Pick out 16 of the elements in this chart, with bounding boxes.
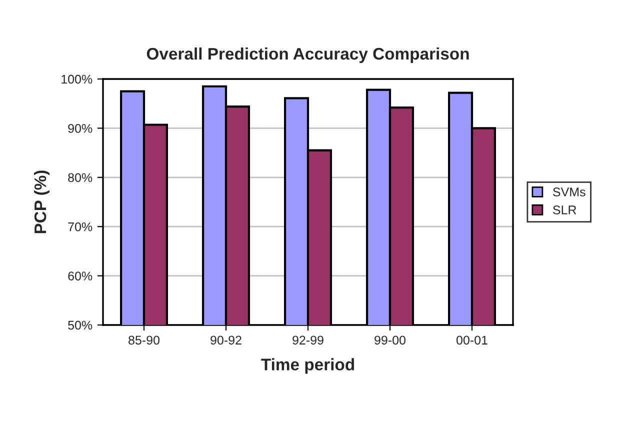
chart-title: Overall Prediction Accuracy Comparison bbox=[146, 47, 469, 64]
x-tick-label: 90-92 bbox=[210, 336, 242, 345]
x-tick-label: 00-01 bbox=[456, 336, 488, 345]
y-tick-label: 60% bbox=[68, 272, 92, 280]
y-tick-label: 90% bbox=[68, 124, 92, 133]
y-tick-label: 80% bbox=[68, 173, 92, 182]
y-tick-label: 50% bbox=[68, 320, 92, 330]
y-axis-title: PCP (%) bbox=[34, 170, 50, 234]
y-tick-label: 100% bbox=[62, 74, 92, 84]
x-axis-title: Time period bbox=[261, 358, 354, 374]
legend-label: SVMs bbox=[553, 188, 586, 196]
legend-label: SLR bbox=[553, 206, 576, 214]
x-tick-label: 99-00 bbox=[374, 336, 406, 345]
y-tick-label: 70% bbox=[68, 222, 92, 232]
x-tick-label: 92-99 bbox=[292, 336, 324, 345]
x-tick-label: 85-90 bbox=[128, 336, 160, 345]
